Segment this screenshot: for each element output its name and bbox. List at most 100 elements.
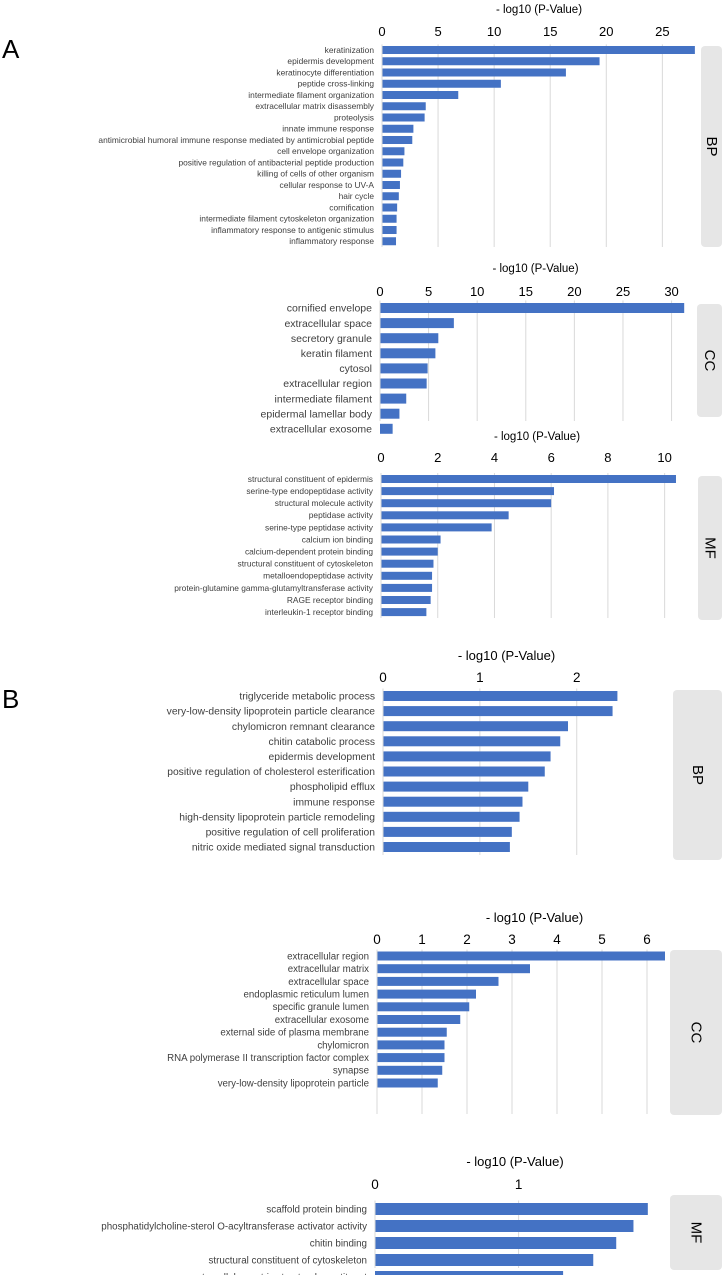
charts-group: - log10 (P-Value)0 5 10 15 20 25keratinizatio… bbox=[98, 4, 722, 1275]
category-label: inflammatory response to antigenic stimu… bbox=[211, 225, 374, 235]
bar bbox=[381, 499, 552, 508]
bar bbox=[381, 475, 676, 483]
category-label: cornification bbox=[329, 202, 374, 212]
bar bbox=[381, 596, 431, 604]
x-tick-label: 4 bbox=[553, 932, 561, 947]
category-label: cytosol bbox=[339, 363, 372, 375]
side-label-box bbox=[673, 690, 722, 860]
category-label: calcium-dependent protein binding bbox=[245, 547, 373, 557]
bar bbox=[375, 1220, 634, 1232]
x-axis-title: - log10 (P-Value) bbox=[496, 4, 582, 16]
x-tick-label: 0 bbox=[376, 284, 383, 299]
x-axis-title: - log10 (P-Value) bbox=[466, 1154, 563, 1169]
x-tick-label: 20 bbox=[567, 284, 581, 299]
side-label-box bbox=[670, 1195, 722, 1270]
bar bbox=[380, 378, 427, 389]
chart-a-bp: - log10 (P-Value) 0 5 10 15 20 25 keratinizatio… bbox=[98, 4, 722, 247]
category-label: intermediate filament organization bbox=[248, 90, 374, 100]
category-label: specific granule lumen bbox=[273, 1002, 369, 1013]
bar bbox=[382, 158, 404, 167]
x-tick-label: 1 bbox=[476, 670, 484, 685]
category-label: epidermis development bbox=[269, 752, 376, 763]
x-tick-label: 3 bbox=[508, 932, 516, 947]
x-tick-label: 0 bbox=[379, 670, 387, 685]
category-label: peptide cross-linking bbox=[298, 79, 375, 89]
x-axis-title: - log10 (P-Value) bbox=[492, 263, 578, 275]
x-tick-label: 0 bbox=[378, 24, 385, 39]
bar bbox=[377, 1040, 445, 1050]
bar bbox=[383, 826, 512, 837]
category-label: chitin binding bbox=[310, 1238, 367, 1249]
chart-a-cc: - log10 (P-Value) 0 5 10 15 20 25 30 cornified e… bbox=[261, 263, 722, 435]
category-label: antimicrobial humoral immune response me… bbox=[98, 135, 374, 145]
x-tick-label: 10 bbox=[487, 24, 501, 39]
category-label: external side of plasma membrane bbox=[220, 1028, 369, 1039]
x-tick-label: 5 bbox=[425, 284, 432, 299]
category-label: extracellular region bbox=[287, 951, 369, 962]
category-label: phosphatidylcholine-sterol O-acyltransfe… bbox=[101, 1221, 367, 1232]
category-label: serine-type peptidase activity bbox=[265, 522, 374, 532]
bar bbox=[377, 1002, 470, 1012]
bar bbox=[380, 303, 685, 313]
category-label: endoplasmic reticulum lumen bbox=[244, 989, 369, 1000]
category-label: chylomicron bbox=[317, 1040, 369, 1051]
category-label: epidermal lamellar body bbox=[261, 408, 373, 420]
bar bbox=[377, 1053, 445, 1063]
bar bbox=[381, 571, 433, 580]
side-label: MF bbox=[702, 537, 719, 559]
category-label: extracellular exosome bbox=[275, 1015, 369, 1026]
x-tick-label: 25 bbox=[655, 24, 669, 39]
bar bbox=[381, 547, 438, 556]
category-label: RNA polymerase II transcription factor c… bbox=[167, 1053, 369, 1064]
bar bbox=[375, 1271, 564, 1275]
x-tick-label: 5 bbox=[598, 932, 606, 947]
category-label: keratin filament bbox=[301, 348, 372, 360]
bar bbox=[383, 706, 613, 717]
bar bbox=[377, 964, 530, 974]
category-label: metalloendopeptidase activity bbox=[263, 571, 374, 581]
category-label: very-low-density lipoprotein particle bbox=[218, 1078, 369, 1089]
x-tick-label: 6 bbox=[548, 450, 555, 465]
x-tick-label: 10 bbox=[657, 450, 671, 465]
category-label: RAGE receptor binding bbox=[287, 595, 373, 605]
bar bbox=[381, 583, 433, 592]
category-label: extracellular space bbox=[288, 977, 369, 988]
bar bbox=[382, 79, 501, 88]
bar bbox=[375, 1203, 648, 1215]
category-label: keratinization bbox=[325, 45, 375, 55]
x-axis-title: - log10 (P-Value) bbox=[458, 648, 555, 663]
x-tick-label: 30 bbox=[664, 284, 678, 299]
category-label: structural constituent of cytoskeleton bbox=[238, 559, 374, 569]
category-label: intermediate filament cytoskeleton organ… bbox=[199, 214, 374, 224]
bar bbox=[381, 523, 492, 532]
category-label: phospholipid efflux bbox=[290, 782, 376, 793]
bar bbox=[382, 113, 425, 122]
category-label: extracellular region bbox=[283, 378, 372, 390]
bar bbox=[383, 766, 545, 777]
category-label: positive regulation of cholesterol ester… bbox=[167, 767, 375, 778]
bar bbox=[381, 559, 434, 568]
bar bbox=[380, 423, 393, 434]
x-tick-label: 20 bbox=[599, 24, 613, 39]
bar bbox=[380, 393, 407, 404]
bar bbox=[381, 511, 509, 520]
side-label-box bbox=[670, 950, 722, 1115]
x-tick-label: 2 bbox=[434, 450, 441, 465]
side-label: MF bbox=[688, 1222, 705, 1244]
category-label: triglyceride metabolic process bbox=[239, 692, 375, 703]
bar bbox=[382, 68, 566, 77]
bar bbox=[377, 1078, 438, 1088]
category-label: positive regulation of antibacterial pep… bbox=[178, 157, 374, 167]
bar bbox=[382, 226, 397, 234]
category-label: keratinocyte differentiation bbox=[276, 67, 374, 77]
category-label: protein-glutamine gamma-glutamyltransfer… bbox=[174, 583, 374, 593]
bar bbox=[380, 363, 428, 374]
category-label: extracellular matrix structural constitu… bbox=[192, 1272, 368, 1275]
bar bbox=[383, 781, 529, 792]
side-label: BP bbox=[703, 136, 720, 156]
bar bbox=[383, 751, 551, 762]
category-label: positive regulation of cell proliferatio… bbox=[206, 828, 376, 839]
x-tick-label: 6 bbox=[643, 932, 651, 947]
x-tick-label: 10 bbox=[470, 284, 484, 299]
